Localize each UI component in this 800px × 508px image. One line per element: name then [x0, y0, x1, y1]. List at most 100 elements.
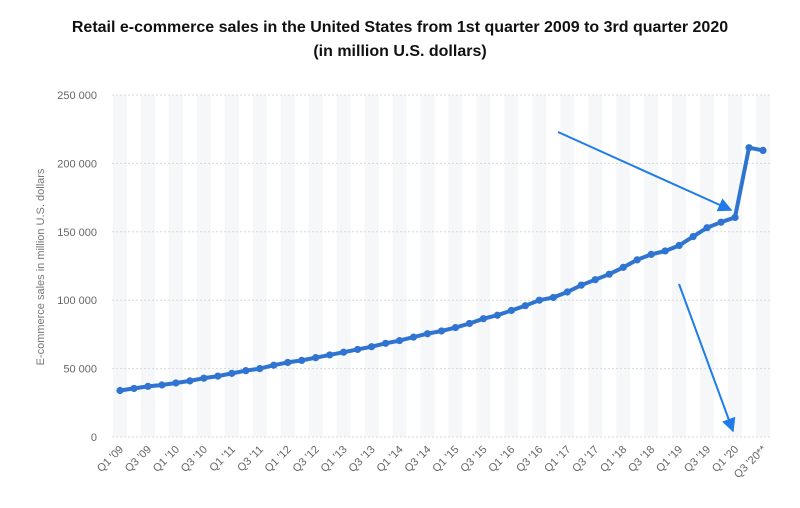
x-tick-label: Q3 '14: [402, 444, 433, 475]
data-point: [130, 384, 138, 393]
data-point: [354, 345, 362, 354]
data-point: [507, 306, 515, 315]
x-tick-label: Q1 '14: [375, 444, 406, 475]
grid-band: [644, 95, 659, 437]
data-point: [312, 354, 320, 362]
data-point: [270, 361, 278, 369]
x-tick-label: Q3 '19: [682, 444, 713, 475]
x-tick-label: Q1 '18: [598, 444, 629, 475]
data-point: [563, 288, 571, 296]
grid-band: [252, 95, 267, 437]
grid-band: [280, 95, 295, 437]
x-tick-label: Q3 '11: [235, 444, 266, 475]
y-tick-label: 200 000: [57, 158, 97, 170]
y-tick-label: 50 000: [63, 364, 97, 376]
data-point: [745, 144, 753, 152]
data-point: [689, 232, 697, 241]
data-point: [228, 369, 236, 377]
data-point: [298, 356, 306, 364]
data-point: [633, 256, 641, 264]
grid-band: [588, 95, 603, 437]
data-point: [675, 241, 683, 250]
x-tick-label: Q1 '10: [151, 444, 182, 475]
data-point: [661, 247, 669, 255]
x-tick-label: Q1 '11: [207, 444, 238, 475]
x-tick-label: Q3 '12: [291, 444, 322, 475]
data-point: [493, 311, 502, 319]
data-point: [200, 374, 208, 382]
data-series: [116, 144, 767, 395]
data-point: [242, 367, 250, 375]
grid-band: [196, 95, 211, 437]
grid-band: [504, 95, 519, 437]
data-point: [423, 330, 432, 338]
x-tick-label: Q1 '13: [319, 444, 350, 475]
x-tick-label: Q3 '13: [347, 444, 378, 475]
y-tick-label: 150 000: [57, 227, 97, 239]
grid-band: [113, 95, 127, 437]
data-point: [549, 293, 557, 302]
chart-title-line-1: Retail e-commerce sales in the United St…: [71, 19, 729, 36]
data-point: [521, 302, 529, 310]
data-point: [116, 386, 124, 395]
data-point: [731, 213, 739, 222]
data-point: [395, 336, 404, 345]
annotation-arrows: [557, 131, 736, 433]
grid-band: [308, 95, 323, 437]
y-axis-label: E-commerce sales in million U.S. dollars: [35, 168, 47, 365]
data-point: [172, 379, 180, 387]
x-tick-label: Q1 '16: [486, 444, 517, 475]
data-point: [605, 270, 613, 278]
x-tick-label: Q3 '16: [514, 444, 545, 475]
chart-title-line-2: (in million U.S. dollars): [313, 43, 487, 60]
x-tick-label: Q1 '09: [95, 444, 126, 475]
y-tick-label: 250 000: [57, 90, 97, 102]
data-point: [451, 323, 460, 332]
grid-band: [700, 95, 715, 437]
data-point: [326, 351, 334, 359]
grid-band: [728, 95, 743, 437]
data-point: [591, 276, 599, 284]
x-tick-label: Q3 '10: [179, 444, 210, 475]
data-point: [186, 377, 194, 385]
chart-title: Retail e-commerce sales in the United St…: [0, 16, 800, 64]
annotation-arrow: [678, 283, 736, 433]
grid-band: [448, 95, 463, 437]
grid-band: [476, 95, 491, 437]
data-point: [340, 348, 348, 356]
data-point: [647, 250, 655, 258]
grid-band: [560, 95, 575, 437]
x-tick-label: Q1 '15: [430, 444, 461, 475]
x-tick-label: Q3 '17: [570, 444, 601, 475]
data-point: [256, 365, 264, 373]
data-point: [158, 381, 166, 389]
grid-band: [336, 95, 351, 437]
data-point: [409, 333, 418, 341]
grid-band: [140, 95, 155, 437]
x-tick-label: Q3 '15: [458, 444, 489, 475]
data-point: [381, 339, 390, 347]
data-point: [759, 146, 767, 155]
data-point: [535, 296, 543, 304]
data-point: [368, 343, 376, 351]
grid-band: [392, 95, 407, 437]
x-tick-label: Q3 '09: [123, 444, 154, 475]
data-point: [144, 382, 152, 390]
data-point: [284, 358, 292, 367]
grid-band: [364, 95, 379, 437]
data-point: [465, 319, 474, 328]
x-tick-label: Q1 '12: [263, 444, 294, 475]
series-line: [119, 145, 764, 393]
grid-band: [756, 95, 770, 437]
grid-band: [168, 95, 183, 437]
y-tick-label: 100 000: [57, 295, 97, 307]
y-axis-ticks: 0 50 000 100 000 150 000 200 000 250 000: [57, 90, 97, 444]
data-point: [619, 263, 627, 271]
y-tick-label: 0: [91, 432, 97, 444]
x-tick-label: Q1 '19: [654, 444, 685, 475]
grid-band: [224, 95, 239, 437]
grid-band: [420, 95, 435, 437]
annotation-arrow: [557, 131, 733, 212]
